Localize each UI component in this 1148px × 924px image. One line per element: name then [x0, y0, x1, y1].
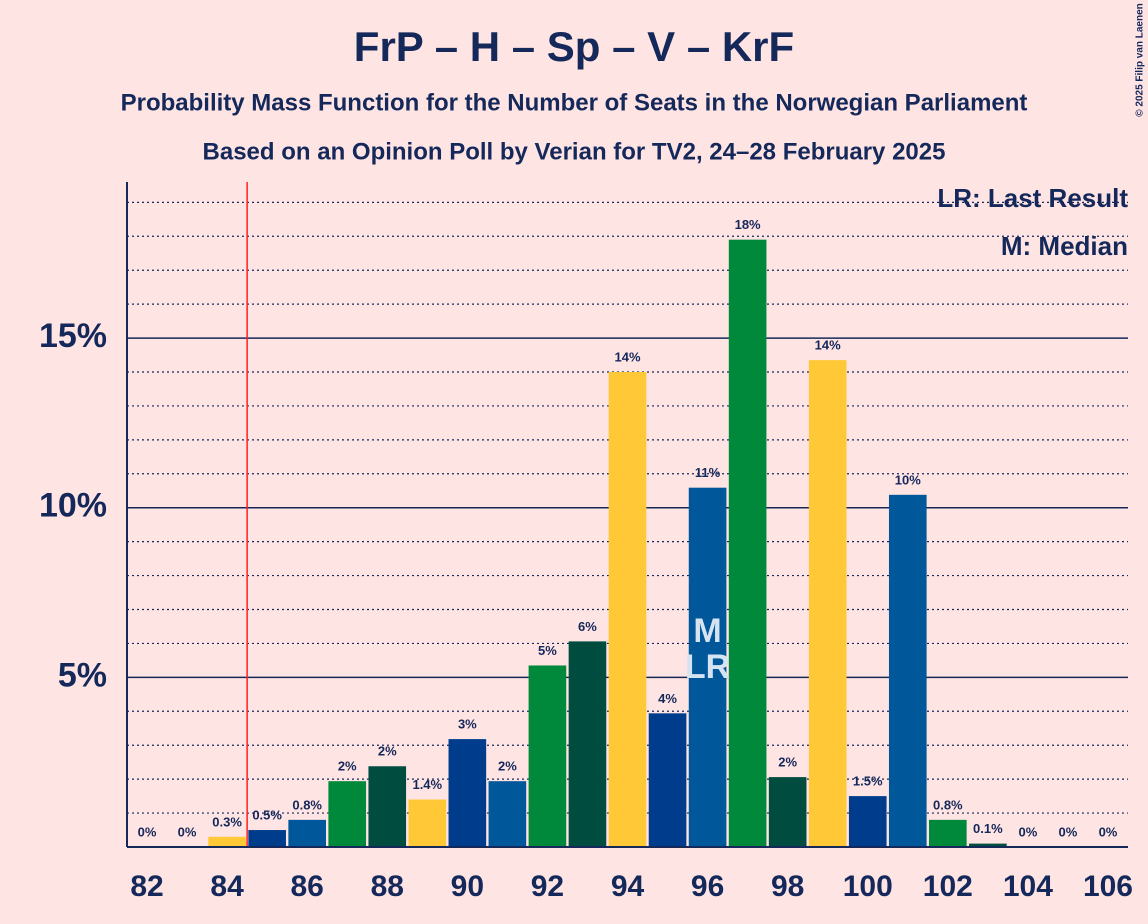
- value-label: 10%: [895, 472, 921, 487]
- x-tick-label: 102: [923, 870, 973, 903]
- bar: [608, 372, 647, 847]
- bar: [969, 843, 1007, 847]
- y-tick-label: 5%: [58, 656, 107, 694]
- x-tick-label: 106: [1083, 870, 1133, 903]
- x-tick-label: 90: [451, 870, 484, 903]
- value-label: 0.1%: [973, 821, 1003, 836]
- bar: [288, 819, 326, 847]
- value-label: 1.4%: [412, 777, 442, 792]
- x-tick-label: 88: [371, 870, 404, 903]
- bar: [848, 796, 887, 847]
- value-label: 1.5%: [853, 774, 883, 789]
- value-label: 0%: [1099, 824, 1118, 839]
- chart-title: FrP – H – Sp – V – KrF: [354, 23, 794, 70]
- y-tick-label: 10%: [39, 487, 107, 525]
- last-result-marker: LR: [685, 648, 730, 686]
- value-label: 0%: [1019, 824, 1038, 839]
- bar: [208, 836, 246, 847]
- bar: [808, 360, 847, 847]
- x-tick-label: 92: [531, 870, 564, 903]
- value-label: 18%: [735, 217, 761, 232]
- value-label: 14%: [815, 338, 841, 353]
- value-label: 11%: [695, 465, 721, 480]
- value-label: 2%: [378, 744, 397, 759]
- x-tick-label: 96: [691, 870, 724, 903]
- median-marker: M: [693, 612, 721, 650]
- bar: [488, 781, 527, 847]
- bar: [768, 777, 807, 847]
- bar: [248, 830, 286, 847]
- legend-entry: M: Median: [1001, 231, 1128, 261]
- value-label: 2%: [338, 759, 357, 774]
- value-label: 0.8%: [933, 797, 963, 812]
- x-tick-label: 94: [611, 870, 645, 903]
- value-label: 0%: [178, 824, 197, 839]
- copyright: © 2025 Filip van Laenen: [1135, 3, 1146, 117]
- value-label: 5%: [538, 643, 557, 658]
- x-tick-label: 86: [290, 870, 323, 903]
- x-tick-label: 82: [130, 870, 163, 903]
- value-label: 2%: [498, 759, 517, 774]
- value-label: 0.3%: [212, 814, 242, 829]
- bar: [648, 713, 687, 847]
- x-tick-label: 98: [771, 870, 804, 903]
- legend-entry: LR: Last Result: [937, 183, 1128, 213]
- bar: [888, 494, 927, 847]
- chart-subtitle: Based on an Opinion Poll by Verian for T…: [203, 138, 946, 165]
- value-label: 2%: [778, 755, 797, 770]
- bar: [688, 487, 727, 847]
- bar: [408, 799, 447, 847]
- bar: [929, 819, 967, 847]
- x-tick-label: 104: [1003, 870, 1053, 903]
- value-label: 4%: [658, 691, 677, 706]
- value-label: 14%: [614, 349, 640, 364]
- bar: [328, 781, 367, 847]
- value-label: 3%: [458, 717, 477, 732]
- value-label: 0.8%: [292, 797, 322, 812]
- y-tick-label: 15%: [39, 317, 107, 355]
- bar: [368, 766, 407, 847]
- value-label: 0%: [138, 824, 157, 839]
- chart-subtitle: Probability Mass Function for the Number…: [121, 89, 1028, 116]
- value-label: 0%: [1059, 824, 1078, 839]
- bar: [528, 665, 567, 847]
- bar: [728, 239, 767, 847]
- value-label: 0.5%: [252, 807, 282, 822]
- x-tick-label: 84: [210, 870, 244, 903]
- value-label: 6%: [578, 619, 597, 634]
- bar: [568, 641, 607, 847]
- bar: [448, 739, 487, 847]
- x-tick-label: 100: [843, 870, 893, 903]
